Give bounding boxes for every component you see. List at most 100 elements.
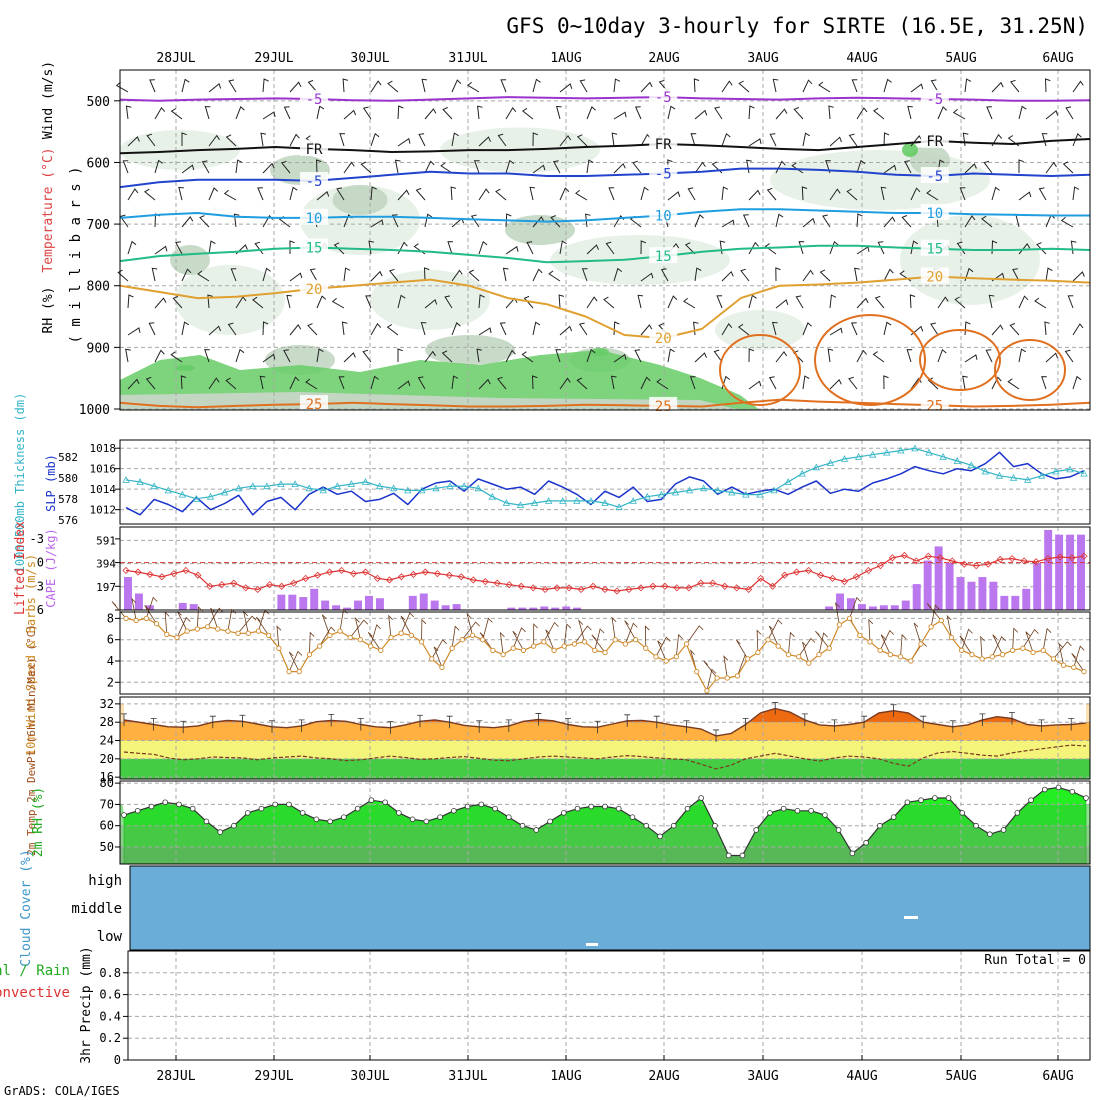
- wind-speed-marker: [174, 634, 180, 641]
- rh-marker: [286, 801, 292, 808]
- li-marker: [433, 570, 441, 578]
- wind-barb: [394, 159, 401, 174]
- precip-tick-label: 0: [114, 1053, 121, 1067]
- wind-barb: [204, 349, 210, 363]
- top-date-label: 6AUG: [1042, 51, 1073, 66]
- thickness-marker: [390, 484, 398, 492]
- wind-barb: [370, 270, 383, 282]
- wind-barb: [316, 295, 327, 309]
- wind-speed-marker: [1010, 647, 1016, 653]
- thickness-marker: [883, 448, 891, 456]
- cape-bar: [1044, 529, 1053, 610]
- surface-wind-barb: [256, 616, 270, 636]
- y-tick-label: 700: [87, 218, 110, 233]
- wind-barb: [829, 240, 839, 255]
- wind-speed-marker: [204, 624, 211, 630]
- wind-barb: [505, 349, 516, 363]
- wind-barb: [883, 78, 892, 93]
- cape-bar: [452, 604, 461, 610]
- thickness-marker: [1052, 467, 1060, 475]
- wind-barb: [613, 111, 627, 120]
- wind-barb: [175, 241, 183, 255]
- wind-speed-marker: [918, 641, 924, 647]
- wind-barb: [451, 322, 461, 336]
- wind-barb: [207, 294, 213, 309]
- surface-wind-barb: [431, 639, 447, 660]
- p1-rh-label: RH (%): [41, 287, 56, 334]
- wind-barb: [495, 188, 507, 201]
- surface-wind-barb: [1058, 642, 1065, 666]
- wind-barb: [333, 242, 345, 255]
- wind-speed-marker: [632, 637, 639, 643]
- wind-barb: [613, 353, 627, 363]
- surface-wind-barb: [466, 612, 473, 636]
- wind-speed-marker: [245, 630, 251, 636]
- wind-barb: [907, 105, 913, 120]
- thickness-line: [125, 447, 1085, 508]
- wind-speed-marker: [663, 658, 669, 664]
- thickness-marker: [671, 488, 680, 496]
- surface-wind-barb: [868, 618, 874, 642]
- wind-speed-marker: [1050, 656, 1057, 662]
- li-marker: [290, 579, 298, 587]
- surface-wind-barb: [276, 625, 282, 649]
- wind-barb: [964, 267, 974, 282]
- surface-wind-barb: [900, 633, 907, 657]
- wind-speed-marker: [602, 649, 608, 656]
- wind-barb: [289, 81, 302, 93]
- wind-barb: [370, 80, 382, 93]
- wind-barb: [877, 241, 885, 255]
- wind-barb: [529, 186, 536, 201]
- wind-barb: [576, 377, 588, 390]
- wind-barb: [637, 294, 644, 309]
- rh-marker: [1055, 784, 1062, 791]
- temp-minmax-bar: [624, 714, 631, 727]
- wind-barb: [926, 189, 939, 201]
- p5-frame: [119, 696, 1091, 780]
- isotherm-label: 15: [306, 241, 323, 257]
- cape-bar: [836, 593, 844, 610]
- wind-barb: [694, 161, 706, 174]
- wind-speed-marker: [1040, 647, 1046, 653]
- rh-marker: [1069, 788, 1076, 795]
- surface-wind-barb: [1071, 653, 1085, 672]
- isotherm-label: -5: [306, 92, 323, 108]
- surface-wind-barb: [237, 615, 257, 634]
- rh-marker: [808, 807, 814, 814]
- wind-barb: [791, 162, 804, 174]
- wind-barb: [738, 80, 750, 93]
- li-marker: [457, 573, 465, 581]
- bottom-date-label: 5AUG: [945, 1069, 976, 1084]
- surface-wind-barb: [625, 622, 638, 645]
- surface-wind-barb: [563, 623, 572, 647]
- wind-barb: [986, 106, 993, 120]
- wind-speed-marker: [622, 641, 629, 647]
- wind-barb: [1041, 376, 1047, 390]
- rh-blob: [170, 245, 210, 275]
- surface-wind-barb: [321, 614, 331, 636]
- wind-barb: [721, 270, 734, 282]
- li-marker: [960, 560, 968, 568]
- wind-barb: [197, 270, 210, 282]
- top-date-label: 28JUL: [156, 51, 195, 66]
- li-marker: [266, 581, 274, 589]
- wind-barb: [1038, 187, 1047, 201]
- cape-bar: [923, 560, 932, 610]
- wind-barb: [818, 81, 831, 93]
- rh-marker: [1014, 810, 1021, 816]
- li-marker: [182, 566, 190, 575]
- wind-speed-marker: [551, 647, 557, 653]
- wind-barb: [874, 295, 885, 309]
- cape-bar: [967, 581, 976, 610]
- rh-marker: [492, 805, 498, 812]
- wind-speed-marker: [398, 630, 404, 636]
- wind-barb: [208, 325, 221, 336]
- wind-barb: [634, 349, 642, 363]
- wind-barb: [1072, 271, 1085, 282]
- wind-barb: [558, 294, 565, 309]
- wind-barb: [829, 136, 842, 147]
- wind-barb: [555, 105, 562, 120]
- li-tick-label: -3: [30, 532, 44, 546]
- wind-barb: [1060, 216, 1074, 228]
- rh-marker: [341, 814, 347, 820]
